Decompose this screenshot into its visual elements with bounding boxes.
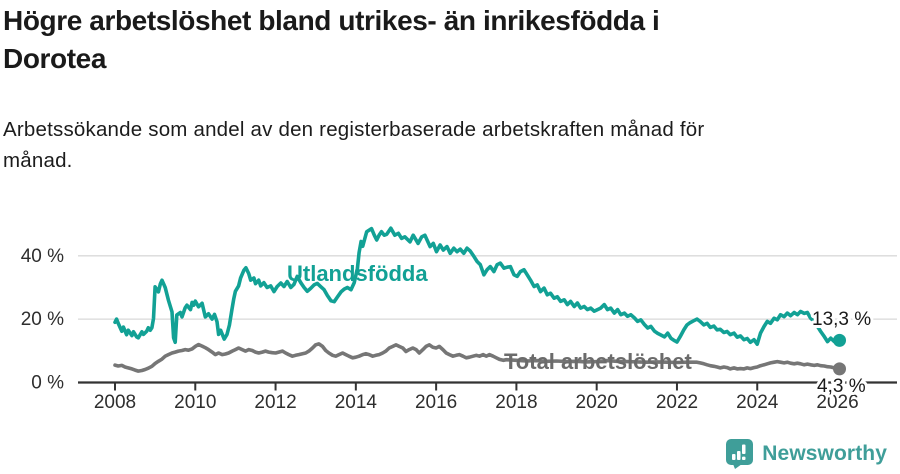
page-title-line-1: Högre arbetslöshet bland utrikes- än inr… xyxy=(3,5,660,36)
series-end-value-total: 4,3 % xyxy=(817,376,866,397)
y-tick-label-0: 0 % xyxy=(31,373,64,394)
page-title: Högre arbetslöshet bland utrikes- än inr… xyxy=(3,2,823,79)
x-tick-label-2018: 2018 xyxy=(495,392,537,413)
newsworthy-logo: Newsworthy xyxy=(725,438,887,469)
chart-subtitle: Arbetssökande som andel av den registerb… xyxy=(3,115,863,177)
x-tick-label-2008: 2008 xyxy=(94,392,136,413)
y-tick-label-40: 40 % xyxy=(21,246,64,267)
chart-subtitle-line-2: månad. xyxy=(3,148,73,172)
series-line-total xyxy=(113,342,840,373)
page-title-line-2: Dorotea xyxy=(3,43,106,75)
x-tick-label-2016: 2016 xyxy=(415,392,457,413)
series-end-dot-utlandsfodda xyxy=(833,333,847,347)
series-end-value-utlandsfodda: 13,3 % xyxy=(812,309,871,330)
x-tick-label-2022: 2022 xyxy=(656,392,698,413)
newsworthy-bar-chart-bubble-icon xyxy=(726,439,754,469)
x-tick-label-2020: 2020 xyxy=(576,392,618,413)
x-tick-label-2026: 2026 xyxy=(816,392,858,413)
chart-subtitle-line-1: Arbetssökande som andel av den registerb… xyxy=(3,118,705,141)
series-end-dot-total xyxy=(833,362,847,376)
x-tick-label-2024: 2024 xyxy=(736,392,779,413)
y-tick-label-20: 20 % xyxy=(21,309,64,330)
x-tick-label-2014: 2014 xyxy=(335,392,378,413)
x-tick-label-2010: 2010 xyxy=(174,392,216,413)
newsworthy-logo-text: Newsworthy xyxy=(762,441,887,465)
series-label-total: Total arbetslöshet xyxy=(504,349,693,374)
series-line-utlandsfodda xyxy=(113,226,840,347)
x-tick-label-2012: 2012 xyxy=(254,392,296,413)
series-label-utlandsfodda: Utlandsfödda xyxy=(287,261,428,286)
